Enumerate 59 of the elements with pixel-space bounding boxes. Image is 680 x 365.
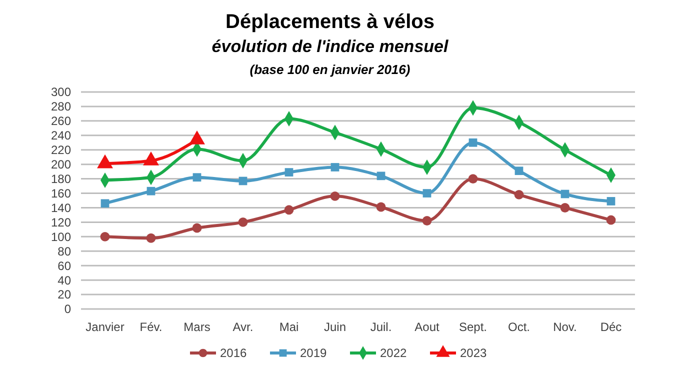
point bbox=[376, 202, 386, 212]
y-tick-label: 100 bbox=[50, 230, 72, 244]
point bbox=[376, 172, 386, 180]
y-tick-label: 200 bbox=[50, 158, 72, 172]
x-tick-label: Juin bbox=[324, 320, 346, 334]
point bbox=[284, 205, 294, 215]
x-tick-label: Avr. bbox=[232, 320, 254, 334]
point bbox=[238, 176, 248, 186]
legend-label: 2016 bbox=[220, 346, 248, 360]
y-tick-label: 60 bbox=[58, 258, 72, 273]
point bbox=[238, 217, 248, 227]
point bbox=[606, 215, 616, 225]
x-tick-label: Mai bbox=[279, 320, 299, 334]
point bbox=[422, 216, 432, 226]
chart-title: Déplacements à vélos bbox=[226, 11, 434, 33]
y-tick-label: 40 bbox=[58, 273, 72, 288]
y-tick-label: 140 bbox=[50, 200, 72, 215]
point bbox=[330, 163, 340, 172]
y-tick-label: 180 bbox=[50, 172, 72, 186]
x-tick-label: Janvier bbox=[86, 320, 124, 334]
x-tick-label: Nov. bbox=[553, 320, 577, 334]
point bbox=[146, 233, 156, 243]
y-tick-label: 220 bbox=[50, 143, 72, 158]
legend-label: 2022 bbox=[380, 346, 408, 360]
y-tick-label: 80 bbox=[58, 244, 72, 258]
x-tick-label: Fév. bbox=[140, 320, 162, 334]
x-tick-label: Aout bbox=[414, 320, 440, 334]
x-tick-label: Mars bbox=[184, 320, 210, 334]
x-tick-label: Sept. bbox=[458, 320, 488, 334]
y-tick-label: 300 bbox=[50, 85, 72, 100]
point bbox=[192, 173, 202, 182]
point bbox=[606, 197, 616, 206]
point bbox=[514, 166, 524, 176]
x-tick-label: Oct. bbox=[508, 320, 530, 334]
chart-subtitle: évolution de l'indice mensuel bbox=[212, 37, 450, 56]
point bbox=[468, 138, 478, 147]
y-tick-label: 160 bbox=[50, 186, 72, 200]
point bbox=[422, 189, 432, 198]
y-tick-label: 240 bbox=[50, 128, 72, 143]
legend-label: 2023 bbox=[460, 346, 488, 360]
point bbox=[560, 190, 570, 198]
point bbox=[100, 199, 110, 208]
x-tick-label: Déc bbox=[600, 320, 622, 334]
y-tick-label: 20 bbox=[58, 288, 72, 302]
y-tick-label: 260 bbox=[50, 114, 72, 128]
legend-label: 2019 bbox=[300, 346, 328, 360]
point bbox=[514, 190, 524, 200]
point bbox=[146, 186, 156, 196]
x-tick-label: Juil. bbox=[370, 320, 392, 334]
y-tick-label: 280 bbox=[50, 100, 72, 114]
point bbox=[330, 191, 340, 201]
point bbox=[192, 223, 202, 233]
point bbox=[560, 203, 570, 212]
point bbox=[284, 168, 294, 176]
point bbox=[468, 174, 478, 184]
text: (base 100 en janvier 2016) bbox=[250, 62, 410, 77]
point bbox=[100, 232, 110, 242]
y-tick-label: 120 bbox=[50, 215, 72, 230]
y-tick-label: 0 bbox=[64, 302, 72, 316]
